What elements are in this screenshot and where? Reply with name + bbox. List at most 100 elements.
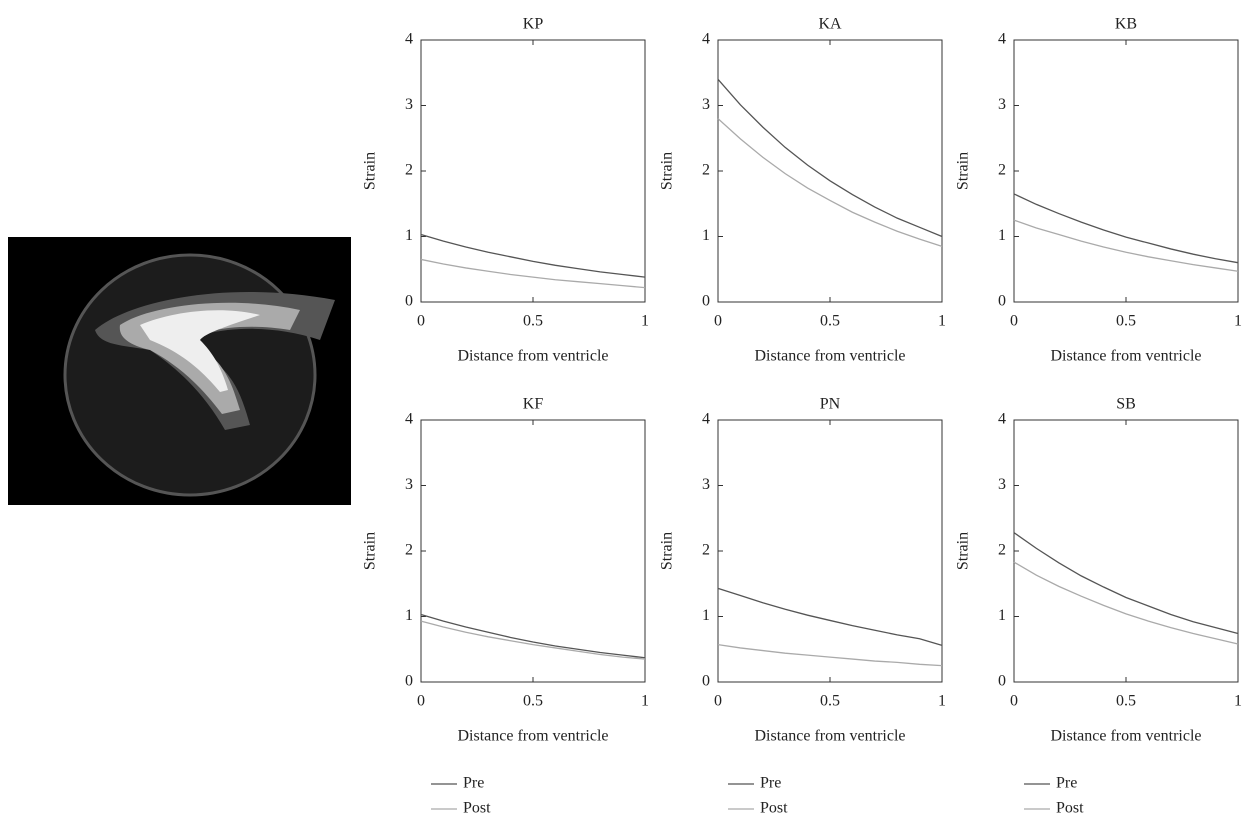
y-tick-label: 2 — [998, 542, 1006, 559]
y-tick-label: 1 — [702, 607, 710, 624]
y-axis-label: Strain — [659, 152, 676, 190]
chart-panel: KP 0 1 2 3 4 0 0.5 1 Distance from ventricle Strai… — [362, 16, 649, 365]
plot-frame — [717, 419, 943, 683]
series-line — [420, 613, 646, 659]
y-axis-label: Strain — [955, 532, 972, 570]
y-axis-label: Strain — [955, 152, 972, 190]
brain-region-inner — [140, 310, 260, 392]
brain-image — [8, 237, 351, 505]
x-tick-label: 1 — [1234, 313, 1242, 330]
y-tick-label: 1 — [405, 227, 413, 244]
series-line — [717, 78, 943, 238]
y-tick-label: 4 — [702, 31, 710, 48]
x-axis-label: Distance from ventricle — [457, 728, 608, 745]
x-tick-label: 1 — [938, 693, 946, 710]
chart-panel: SB 0 1 2 3 4 0 0.5 1 Distance from ventricle Strai… — [955, 396, 1242, 817]
x-tick-label: 0 — [417, 313, 425, 330]
x-axis-label: Distance from ventricle — [1050, 728, 1201, 745]
y-tick-label: 4 — [998, 31, 1006, 48]
y-tick-label: 0 — [998, 293, 1006, 310]
y-tick-label: 1 — [998, 607, 1006, 624]
y-tick-label: 3 — [998, 96, 1006, 113]
y-tick-label: 1 — [702, 227, 710, 244]
plot-frame — [1013, 39, 1239, 303]
series-line — [1013, 561, 1239, 645]
x-tick-label: 0.5 — [820, 693, 840, 710]
legend: Pre Post — [431, 775, 491, 817]
chart-panel: KF 0 1 2 3 4 0 0.5 1 Distance from ventricle Strai… — [362, 396, 649, 817]
x-tick-label: 0 — [1010, 693, 1018, 710]
x-tick-label: 0 — [1010, 313, 1018, 330]
series-line — [717, 587, 943, 646]
legend: Pre Post — [728, 775, 788, 817]
x-axis-label: Distance from ventricle — [1050, 348, 1201, 365]
y-tick-label: 2 — [405, 542, 413, 559]
x-tick-label: 0 — [714, 313, 722, 330]
x-axis-label: Distance from ventricle — [754, 348, 905, 365]
series-line — [420, 620, 646, 660]
x-tick-label: 1 — [938, 313, 946, 330]
y-axis-label: Strain — [362, 152, 379, 190]
legend-label: Post — [760, 800, 788, 817]
chart-panel: KA 0 1 2 3 4 0 0.5 1 Distance from ventricle Strai… — [659, 16, 946, 365]
y-tick-label: 0 — [702, 293, 710, 310]
legend-label: Pre — [1056, 775, 1077, 792]
y-tick-label: 4 — [405, 31, 413, 48]
x-tick-label: 0.5 — [523, 313, 543, 330]
y-tick-label: 1 — [998, 227, 1006, 244]
y-tick-label: 3 — [405, 476, 413, 493]
series-line — [420, 258, 646, 289]
chart-title: PN — [820, 396, 841, 413]
y-tick-label: 2 — [405, 162, 413, 179]
series-line — [1013, 193, 1239, 264]
legend-label: Pre — [463, 775, 484, 792]
series-line — [717, 118, 943, 247]
series-line — [420, 233, 646, 278]
series-line — [717, 644, 943, 667]
y-tick-label: 2 — [998, 162, 1006, 179]
chart-panel: PN 0 1 2 3 4 0 0.5 1 Distance from ventricle Strai… — [659, 396, 946, 817]
plot-frame — [420, 39, 646, 303]
x-tick-label: 1 — [1234, 693, 1242, 710]
y-axis-label: Strain — [362, 532, 379, 570]
chart-title: SB — [1116, 396, 1136, 413]
y-tick-label: 3 — [998, 476, 1006, 493]
plot-frame — [1013, 419, 1239, 683]
legend: Pre Post — [1024, 775, 1084, 817]
x-axis-label: Distance from ventricle — [754, 728, 905, 745]
y-tick-label: 3 — [405, 96, 413, 113]
chart-title: KA — [818, 16, 842, 33]
legend-label: Post — [463, 800, 491, 817]
series-line — [1013, 219, 1239, 272]
chart-title: KP — [523, 16, 544, 33]
y-tick-label: 4 — [405, 411, 413, 428]
x-tick-label: 0.5 — [1116, 313, 1136, 330]
y-tick-label: 0 — [702, 673, 710, 690]
x-tick-label: 0.5 — [1116, 693, 1136, 710]
y-tick-label: 0 — [998, 673, 1006, 690]
x-axis-label: Distance from ventricle — [457, 348, 608, 365]
plot-frame — [420, 419, 646, 683]
x-tick-label: 0 — [417, 693, 425, 710]
legend-label: Post — [1056, 800, 1084, 817]
y-tick-label: 0 — [405, 673, 413, 690]
chart-title: KF — [523, 396, 544, 413]
x-tick-label: 0.5 — [523, 693, 543, 710]
x-tick-label: 0.5 — [820, 313, 840, 330]
x-tick-label: 1 — [641, 693, 649, 710]
y-tick-label: 3 — [702, 476, 710, 493]
y-axis-label: Strain — [659, 532, 676, 570]
y-tick-label: 1 — [405, 607, 413, 624]
chart-title: KB — [1115, 16, 1137, 33]
chart-panel: KB 0 1 2 3 4 0 0.5 1 Distance from ventricle Strai… — [955, 16, 1242, 365]
y-tick-label: 2 — [702, 162, 710, 179]
y-tick-label: 4 — [998, 411, 1006, 428]
y-tick-label: 3 — [702, 96, 710, 113]
x-tick-label: 1 — [641, 313, 649, 330]
y-tick-label: 4 — [702, 411, 710, 428]
y-tick-label: 0 — [405, 293, 413, 310]
plot-frame — [717, 39, 943, 303]
series-line — [1013, 532, 1239, 635]
